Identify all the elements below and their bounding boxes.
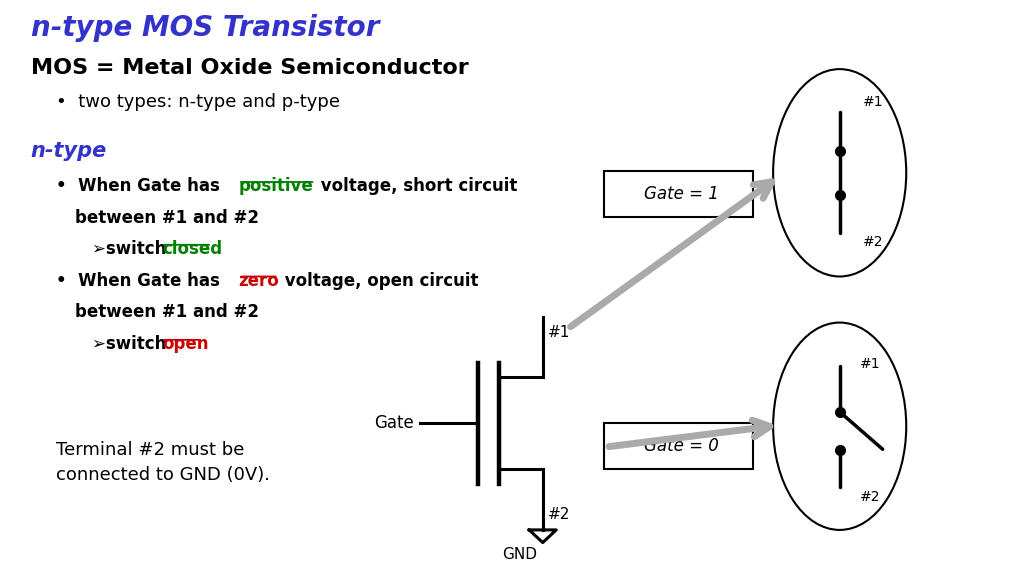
Text: between #1 and #2: between #1 and #2 [75, 209, 259, 226]
Text: n-type: n-type [31, 141, 106, 161]
Text: •  two types: n-type and p-type: • two types: n-type and p-type [56, 93, 340, 111]
FancyBboxPatch shape [604, 423, 753, 469]
Text: #1: #1 [548, 325, 570, 340]
Text: open: open [162, 335, 208, 353]
Text: ➢switch: ➢switch [92, 240, 172, 258]
Text: #2: #2 [863, 235, 884, 249]
Text: MOS = Metal Oxide Semiconductor: MOS = Metal Oxide Semiconductor [31, 58, 468, 78]
Text: #1: #1 [863, 95, 884, 109]
Text: closed: closed [162, 240, 222, 258]
Text: voltage, short circuit: voltage, short circuit [315, 177, 518, 195]
Text: •  When Gate has: • When Gate has [56, 177, 226, 195]
Text: Gate = 1: Gate = 1 [643, 185, 719, 203]
Text: Gate: Gate [374, 414, 414, 433]
Text: #2: #2 [860, 490, 881, 503]
Text: positive: positive [239, 177, 313, 195]
Text: GND: GND [502, 547, 537, 562]
Text: Gate = 0: Gate = 0 [643, 437, 719, 456]
Text: n-type MOS Transistor: n-type MOS Transistor [31, 14, 379, 43]
Text: between #1 and #2: between #1 and #2 [75, 303, 259, 321]
Text: #1: #1 [860, 357, 881, 371]
Text: •  When Gate has: • When Gate has [56, 272, 226, 290]
Text: ➢switch: ➢switch [92, 335, 172, 353]
Text: zero: zero [239, 272, 280, 290]
FancyBboxPatch shape [604, 171, 753, 217]
Text: #2: #2 [548, 507, 570, 522]
Text: Terminal #2 must be
connected to GND (0V).: Terminal #2 must be connected to GND (0V… [56, 441, 270, 484]
Text: voltage, open circuit: voltage, open circuit [279, 272, 478, 290]
